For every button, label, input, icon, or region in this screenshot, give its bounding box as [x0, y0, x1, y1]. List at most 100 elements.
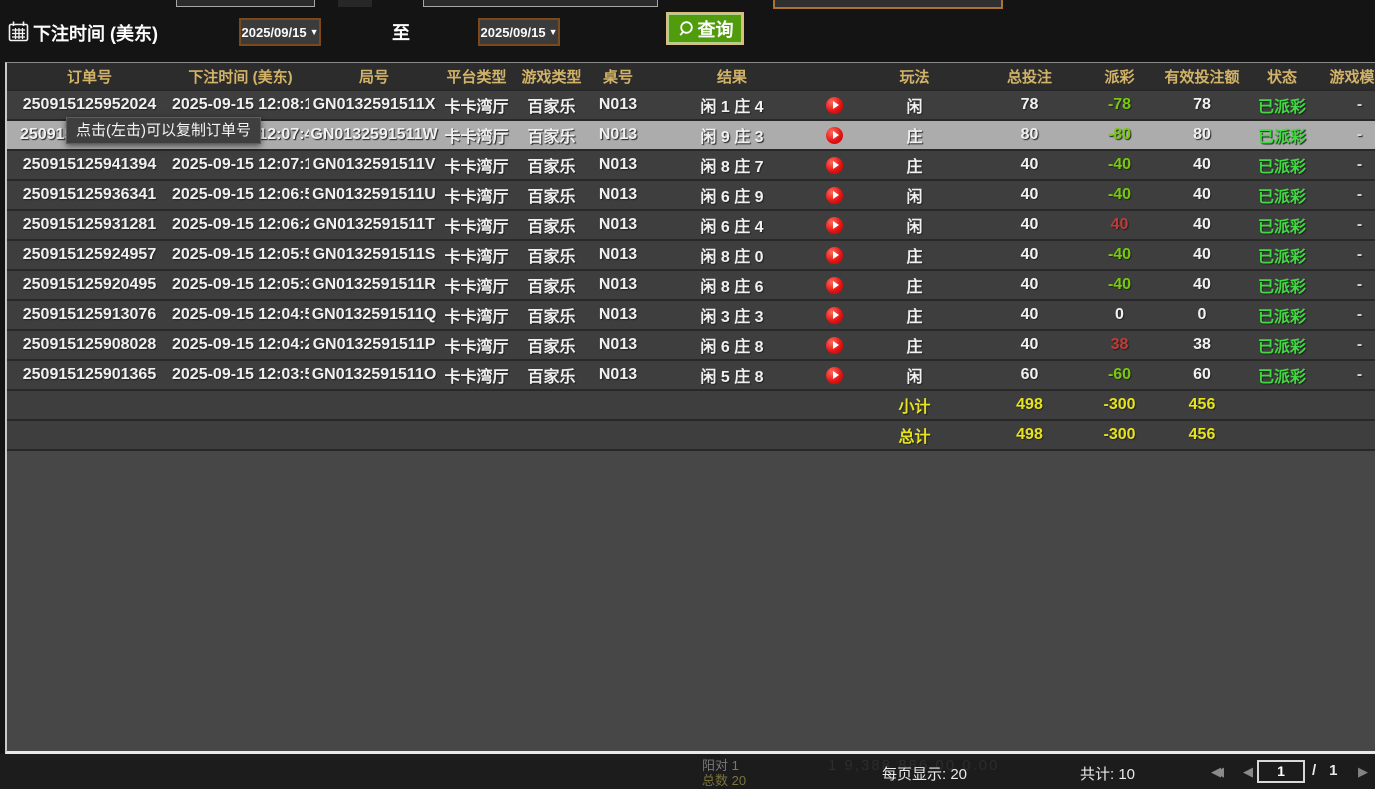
cell-payout: -40 [1107, 186, 1132, 203]
table-row[interactable]: 250915125924957 2025-09-15 12:05:53 GN01… [7, 241, 1375, 271]
cell-payout: -40 [1107, 276, 1132, 293]
header-result: 结果 [716, 68, 747, 86]
replay-play-icon[interactable] [826, 126, 843, 144]
cell-replay [817, 336, 852, 354]
query-button[interactable]: 查询 [666, 12, 744, 45]
cell-total-bet: 40 [1020, 156, 1039, 173]
cell-replay [817, 186, 852, 204]
cell-play-type: 庄 [906, 159, 923, 176]
cell-order[interactable]: 250915125931281 [22, 216, 157, 233]
cell-bet-time: 2025-09-15 12:04:54 [172, 306, 309, 323]
replay-play-icon[interactable] [826, 246, 843, 264]
cell-result: 闲 5 庄 8 [700, 369, 764, 386]
subtotal-label: 小计 [898, 399, 931, 416]
header-game: 游戏类型 [521, 68, 582, 86]
cell-round-number: GN0132591511V [312, 156, 436, 173]
cell-table-number: N013 [598, 276, 638, 293]
cell-table-number: N013 [598, 186, 638, 203]
cell-total-bet: 40 [1020, 186, 1039, 203]
cell-order[interactable]: 250915125941394 [22, 156, 157, 173]
replay-play-icon[interactable] [826, 276, 843, 294]
cell-result: 闲 9 庄 3 [700, 129, 764, 146]
header-platform: 平台类型 [446, 68, 507, 86]
table-row[interactable]: 250915125931281 2025-09-15 12:06:25 GN01… [7, 211, 1375, 241]
table-row[interactable]: 250915125901365 2025-09-15 12:03:50 GN01… [7, 361, 1375, 391]
subtotal-row: 小计 498 -300 456 [7, 391, 1375, 421]
replay-play-icon[interactable] [826, 306, 843, 324]
table-row[interactable]: 250915125913076 2025-09-15 12:04:54 GN01… [7, 301, 1375, 331]
date-from-select[interactable]: 2025/09/15 ▼ [239, 18, 321, 46]
cell-order[interactable]: 250915125901365 [22, 366, 157, 383]
per-page-label: 每页显示: 20 [882, 766, 968, 783]
cell-game-type: 百家乐 [527, 369, 576, 386]
replay-play-icon[interactable] [826, 96, 843, 114]
cell-payout: 38 [1110, 336, 1129, 353]
replay-play-icon[interactable] [826, 366, 843, 384]
first-page-button[interactable]: ◀◀ [1211, 764, 1224, 779]
replay-play-icon[interactable] [826, 336, 843, 354]
cell-valid-bet: 80 [1193, 126, 1211, 143]
cell-order[interactable]: 250915125913076 [22, 306, 157, 323]
cell-status: 已派彩 [1257, 339, 1306, 356]
cutoff-input-box-3[interactable] [773, 0, 1003, 9]
table-header-row: 订单号 下注时间 (美东) 局号 平台类型 游戏类型 桌号 结果 玩法 总投注 … [7, 63, 1375, 91]
cell-play-type: 闲 [906, 219, 923, 236]
cell-order[interactable]: 250915125924957 [22, 246, 157, 263]
cell-status: 已派彩 [1257, 309, 1306, 326]
total-count-label: 共计: 10 [1080, 766, 1136, 783]
cell-round-number: GN0132591511X [312, 96, 436, 113]
cell-order[interactable]: 250915 [20, 126, 74, 143]
cell-valid-bet: 40 [1193, 156, 1211, 173]
cell-payout: -78 [1107, 96, 1132, 113]
cell-game-type: 百家乐 [527, 279, 576, 296]
cell-game-type: 百家乐 [527, 249, 576, 266]
table-row[interactable]: 250915125952024 2025-09-15 12:08:11 GN01… [7, 91, 1375, 121]
date-to-select[interactable]: 2025/09/15 ▼ [478, 18, 560, 46]
page-number-input[interactable]: 1 [1257, 760, 1305, 783]
cutoff-input-box-1[interactable] [176, 0, 315, 7]
total-bet: 498 [1016, 426, 1043, 443]
cell-payout: -40 [1107, 246, 1132, 263]
cell-bet-time: 2025-09-15 12:08:11 [172, 96, 309, 113]
cell-platform: 卡卡湾厅 [444, 369, 509, 386]
subtotal-payout: -300 [1103, 396, 1136, 413]
cell-round-number: GN0132591511O [311, 366, 437, 383]
replay-play-icon[interactable] [826, 186, 843, 204]
cell-status: 已派彩 [1257, 369, 1306, 386]
header-mode: 游戏模式 [1329, 68, 1375, 86]
background-artifact-text: 阳对 1 [702, 758, 739, 773]
next-page-button[interactable]: ▶ [1358, 764, 1368, 779]
cell-payout: 0 [1115, 306, 1124, 323]
cell-bet-time: 2025-09-15 12:06:25 [172, 216, 309, 233]
cell-game-type: 百家乐 [527, 129, 576, 146]
cell-game-type: 百家乐 [527, 99, 576, 116]
cell-order[interactable]: 250915125952024 [22, 96, 157, 113]
total-pages: 1 [1329, 762, 1338, 779]
replay-play-icon[interactable] [826, 156, 843, 174]
cell-game-mode: - [1356, 246, 1363, 263]
cell-replay [817, 306, 852, 324]
page-total: / 1 [1312, 762, 1338, 779]
table-row[interactable]: 250915125920495 2025-09-15 12:05:32 GN01… [7, 271, 1375, 301]
cell-table-number: N013 [598, 336, 638, 353]
cell-valid-bet: 40 [1193, 246, 1211, 263]
cutoff-input-box-2[interactable] [423, 0, 658, 7]
cell-round-number: GN0132591511P [312, 336, 436, 353]
cell-order[interactable]: 250915125908028 [22, 336, 157, 353]
cell-total-bet: 40 [1020, 336, 1039, 353]
cell-platform: 卡卡湾厅 [444, 129, 509, 146]
cell-order[interactable]: 250915125920495 [22, 276, 157, 293]
cell-order[interactable]: 250915125936341 [22, 186, 157, 203]
header-bet: 总投注 [1006, 68, 1052, 86]
cell-play-type: 庄 [906, 279, 923, 296]
cell-table-number: N013 [598, 126, 638, 143]
cell-game-type: 百家乐 [527, 189, 576, 206]
table-row[interactable]: 250915125941394 2025-09-15 12:07:18 GN01… [7, 151, 1375, 181]
table-row[interactable]: 250915125936341 2025-09-15 12:06:53 GN01… [7, 181, 1375, 211]
cell-game-mode: - [1356, 156, 1363, 173]
table-row[interactable]: 250915125908028 2025-09-15 12:04:24 GN01… [7, 331, 1375, 361]
replay-play-icon[interactable] [826, 216, 843, 234]
cell-play-type: 庄 [906, 309, 923, 326]
prev-page-button[interactable]: ◀ [1243, 764, 1253, 779]
cell-bet-time: 2025-09-15 12:03:50 [172, 366, 309, 383]
